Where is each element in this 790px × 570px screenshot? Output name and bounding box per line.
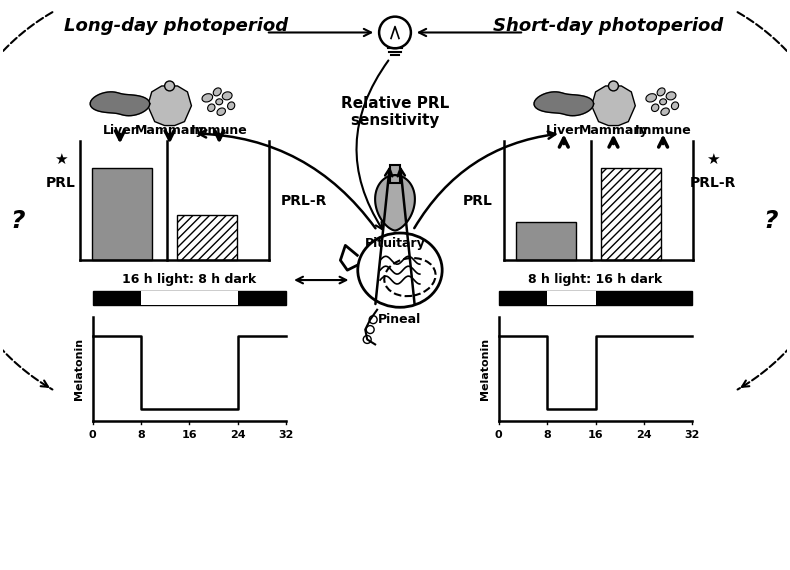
Text: Liver: Liver bbox=[103, 124, 137, 137]
Bar bbox=[601, 168, 661, 260]
Text: 16: 16 bbox=[182, 430, 198, 440]
Bar bbox=[547, 291, 596, 306]
Text: 8: 8 bbox=[544, 430, 551, 440]
Text: Immune: Immune bbox=[191, 124, 247, 137]
Text: Short-day photoperiod: Short-day photoperiod bbox=[494, 17, 724, 35]
Ellipse shape bbox=[213, 88, 221, 96]
Bar bbox=[177, 215, 237, 260]
Text: 8 h light: 16 h dark: 8 h light: 16 h dark bbox=[529, 273, 663, 286]
Text: Pituitary: Pituitary bbox=[365, 238, 425, 250]
Ellipse shape bbox=[672, 102, 679, 109]
Ellipse shape bbox=[228, 102, 235, 109]
Text: ?: ? bbox=[10, 209, 25, 233]
Bar bbox=[498, 291, 692, 306]
Text: Immune: Immune bbox=[634, 124, 691, 137]
Text: 16: 16 bbox=[588, 430, 604, 440]
Text: Liver: Liver bbox=[547, 124, 581, 137]
Text: Mammary: Mammary bbox=[135, 124, 205, 137]
Ellipse shape bbox=[661, 108, 669, 116]
Text: PRL: PRL bbox=[46, 176, 75, 190]
Text: 0: 0 bbox=[88, 430, 96, 440]
Text: PRL-R: PRL-R bbox=[690, 176, 736, 190]
Ellipse shape bbox=[666, 92, 676, 100]
Polygon shape bbox=[534, 92, 593, 116]
Text: 32: 32 bbox=[685, 430, 700, 440]
Circle shape bbox=[608, 81, 619, 91]
Text: 16 h light: 8 h dark: 16 h light: 8 h dark bbox=[122, 273, 257, 286]
Bar bbox=[390, 165, 400, 183]
Bar bbox=[92, 168, 152, 260]
Circle shape bbox=[164, 81, 175, 91]
Text: PRL: PRL bbox=[462, 194, 492, 208]
Ellipse shape bbox=[217, 108, 225, 116]
Bar bbox=[92, 291, 286, 306]
Polygon shape bbox=[90, 92, 150, 116]
Text: Mammary: Mammary bbox=[578, 124, 649, 137]
Ellipse shape bbox=[660, 99, 667, 105]
Text: PRL-R: PRL-R bbox=[280, 194, 327, 208]
Text: 32: 32 bbox=[279, 430, 294, 440]
Text: 24: 24 bbox=[230, 430, 246, 440]
Text: 0: 0 bbox=[495, 430, 502, 440]
Ellipse shape bbox=[202, 93, 213, 102]
Text: Pineal: Pineal bbox=[378, 313, 422, 325]
Ellipse shape bbox=[222, 92, 232, 100]
Text: Long-day photoperiod: Long-day photoperiod bbox=[65, 17, 288, 35]
Text: ★: ★ bbox=[54, 152, 67, 167]
Text: Melatonin: Melatonin bbox=[480, 338, 490, 400]
Ellipse shape bbox=[652, 104, 659, 112]
Text: Relative PRL
sensitivity: Relative PRL sensitivity bbox=[340, 96, 450, 128]
Ellipse shape bbox=[646, 93, 656, 102]
Ellipse shape bbox=[216, 99, 223, 105]
Bar bbox=[516, 222, 576, 260]
Text: 24: 24 bbox=[636, 430, 652, 440]
Text: ★: ★ bbox=[706, 152, 720, 167]
Polygon shape bbox=[148, 86, 191, 125]
Text: 8: 8 bbox=[137, 430, 145, 440]
Ellipse shape bbox=[208, 104, 215, 112]
Bar bbox=[141, 291, 238, 306]
Ellipse shape bbox=[657, 88, 665, 96]
Text: Melatonin: Melatonin bbox=[73, 338, 84, 400]
Text: ?: ? bbox=[763, 209, 777, 233]
Polygon shape bbox=[592, 86, 635, 125]
Polygon shape bbox=[375, 175, 415, 230]
